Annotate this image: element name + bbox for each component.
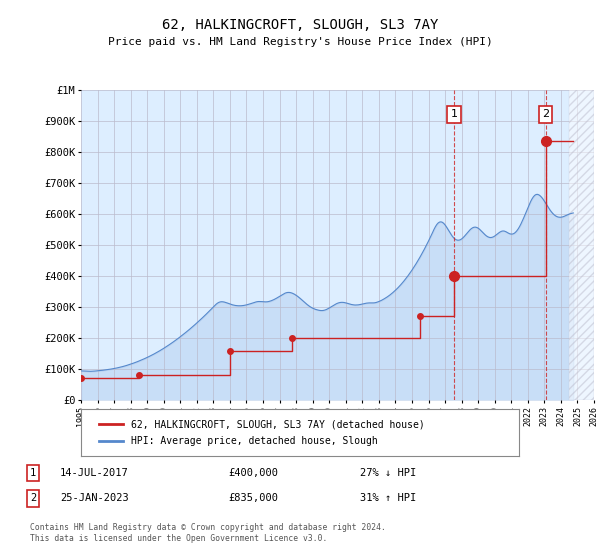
Text: Contains HM Land Registry data © Crown copyright and database right 2024.
This d: Contains HM Land Registry data © Crown c… bbox=[30, 524, 386, 543]
Text: £835,000: £835,000 bbox=[228, 493, 278, 503]
Text: 27% ↓ HPI: 27% ↓ HPI bbox=[360, 468, 416, 478]
Text: 1: 1 bbox=[451, 109, 458, 119]
Text: 31% ↑ HPI: 31% ↑ HPI bbox=[360, 493, 416, 503]
Text: 2: 2 bbox=[30, 493, 36, 503]
Text: 2: 2 bbox=[542, 109, 549, 119]
Text: 62, HALKINGCROFT, SLOUGH, SL3 7AY: 62, HALKINGCROFT, SLOUGH, SL3 7AY bbox=[162, 18, 438, 32]
Text: 14-JUL-2017: 14-JUL-2017 bbox=[60, 468, 129, 478]
Legend: 62, HALKINGCROFT, SLOUGH, SL3 7AY (detached house), HPI: Average price, detached: 62, HALKINGCROFT, SLOUGH, SL3 7AY (detac… bbox=[95, 416, 428, 450]
Text: 25-JAN-2023: 25-JAN-2023 bbox=[60, 493, 129, 503]
Text: £400,000: £400,000 bbox=[228, 468, 278, 478]
Bar bbox=[569, 90, 594, 400]
Text: 1: 1 bbox=[30, 468, 36, 478]
Text: Price paid vs. HM Land Registry's House Price Index (HPI): Price paid vs. HM Land Registry's House … bbox=[107, 37, 493, 47]
